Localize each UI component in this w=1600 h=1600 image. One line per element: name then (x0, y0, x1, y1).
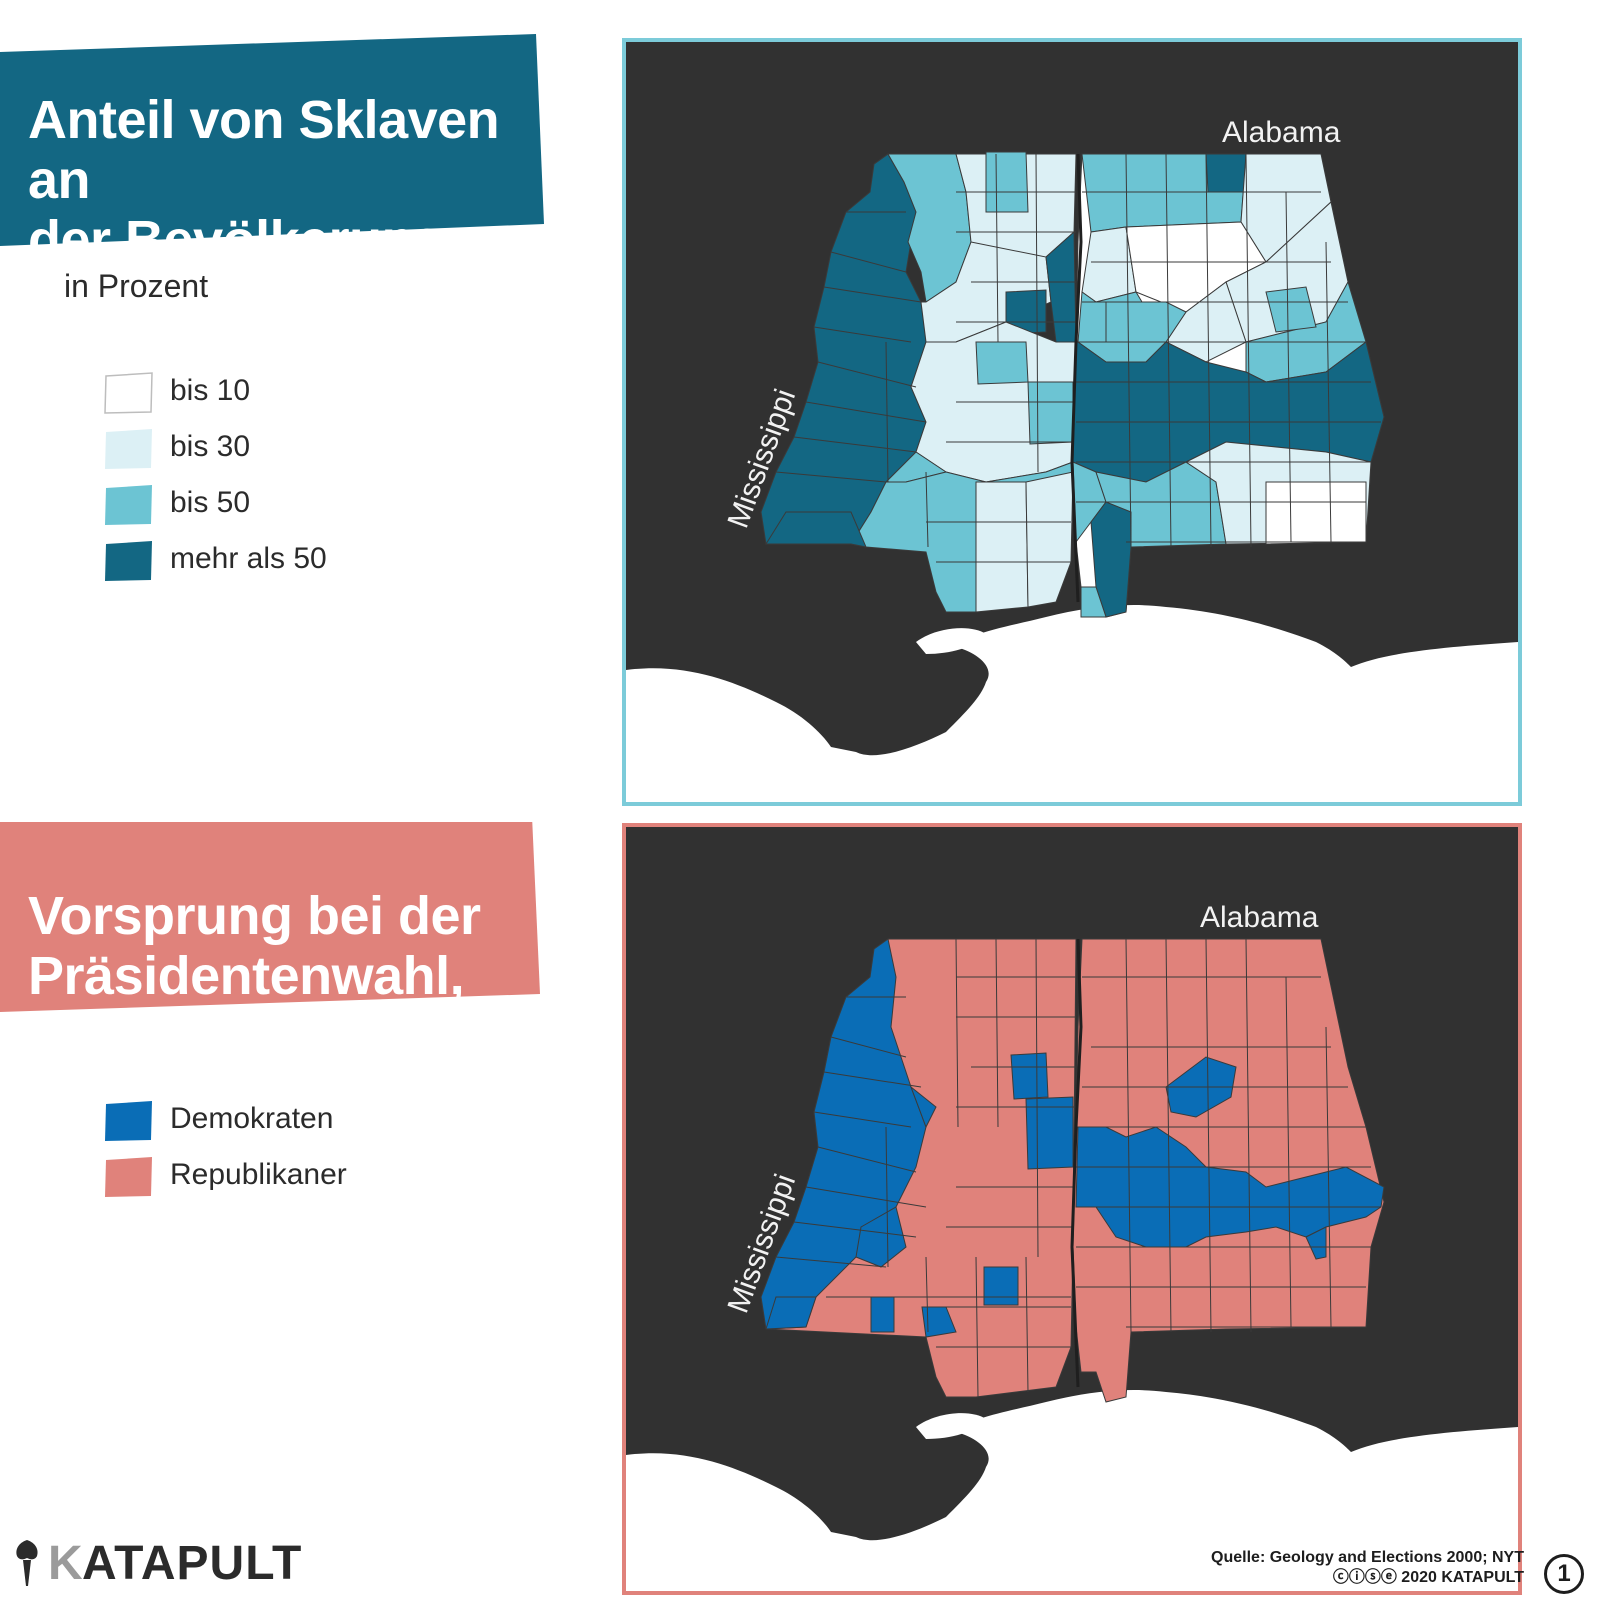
logo-wordmark: ATAPULT (82, 1537, 303, 1590)
legend-label-bis-30: bis 30 (170, 430, 251, 463)
top-title-banner: Anteil von Sklaven an der Bevölkerung, 1… (0, 34, 552, 330)
logo-letter-k: K (48, 1537, 83, 1590)
legend-item-republikaner: Republikaner (104, 1156, 404, 1200)
legend-swatch-mehr-als-50 (105, 541, 152, 581)
legend-swatch-bis-10 (104, 372, 153, 414)
bottom-title-line1: Vorsprung bei der (28, 886, 481, 946)
bottom-title: Vorsprung bei der Präsidentenwahl, 2020 (28, 886, 552, 1066)
top-title-line1: Anteil von Sklaven an (28, 90, 500, 210)
label-alabama-top: Alabama (1222, 116, 1341, 149)
label-alabama-bottom: Alabama (1200, 901, 1319, 934)
bottom-banner-shape (0, 822, 540, 1012)
legend-label-republikaner: Republikaner (170, 1158, 347, 1191)
source-credit: Quelle: Geology and Elections 2000; NYT … (1211, 1548, 1524, 1588)
map-election-2020-svg: Alabama Mississippi (626, 901, 1518, 1591)
legend-label-demokraten: Demokraten (170, 1102, 334, 1135)
state-boundary-bottom (1070, 938, 1083, 1388)
lake-water (916, 628, 986, 654)
top-title-line2: der Bevölkerung, 1840 (28, 210, 462, 330)
legend-swatch-demokraten (105, 1101, 152, 1141)
legend-label-mehr-als-50: mehr als 50 (170, 542, 327, 575)
gulf-water-bottom (626, 1390, 1518, 1591)
bottom-title-banner: Vorsprung bei der Präsidentenwahl, 2020 (0, 822, 552, 1066)
map-slavery-1840: Alabama Mississippi (622, 38, 1522, 806)
map-election-2020: Alabama Mississippi (622, 823, 1522, 1595)
map-slavery-1840-svg: Alabama Mississippi (626, 116, 1518, 802)
top-title: Anteil von Sklaven an der Bevölkerung, 1… (28, 90, 552, 330)
top-banner-shape (0, 34, 544, 246)
legend-item-bis-50: bis 50 (104, 484, 404, 528)
legend-item-bis-10: bis 10 (104, 372, 404, 416)
alabama-1840 (1072, 153, 1385, 618)
lake-water-bottom (916, 1413, 986, 1439)
license-line: ⓒⓘⓢⓔ 2020 KATAPULT (1332, 1569, 1524, 1586)
state-boundary (1070, 153, 1083, 603)
legend-label-bis-10: bis 10 (170, 374, 251, 407)
catapult-icon (16, 1540, 38, 1586)
gulf-water (626, 605, 1518, 802)
alabama-2020 (1072, 938, 1385, 1403)
issue-number-badge: 1 (1544, 1554, 1584, 1594)
legend-swatch-bis-30 (105, 429, 152, 469)
source-line: Quelle: Geology and Elections 2000; NYT (1211, 1549, 1524, 1566)
legend-item-demokraten: Demokraten (104, 1100, 404, 1144)
legend-label-bis-50: bis 50 (170, 486, 251, 519)
legend-item-mehr-als-50: mehr als 50 (104, 540, 404, 584)
legend-item-bis-30: bis 30 (104, 428, 404, 472)
mississippi-1840 (760, 151, 1077, 613)
legend-swatch-republikaner (105, 1157, 152, 1197)
bottom-title-line2: Präsidentenwahl, 2020 (28, 946, 465, 1066)
legend-swatch-bis-50 (105, 485, 152, 525)
mississippi-2020 (760, 938, 1077, 1398)
top-subtitle: in Prozent (64, 268, 209, 304)
